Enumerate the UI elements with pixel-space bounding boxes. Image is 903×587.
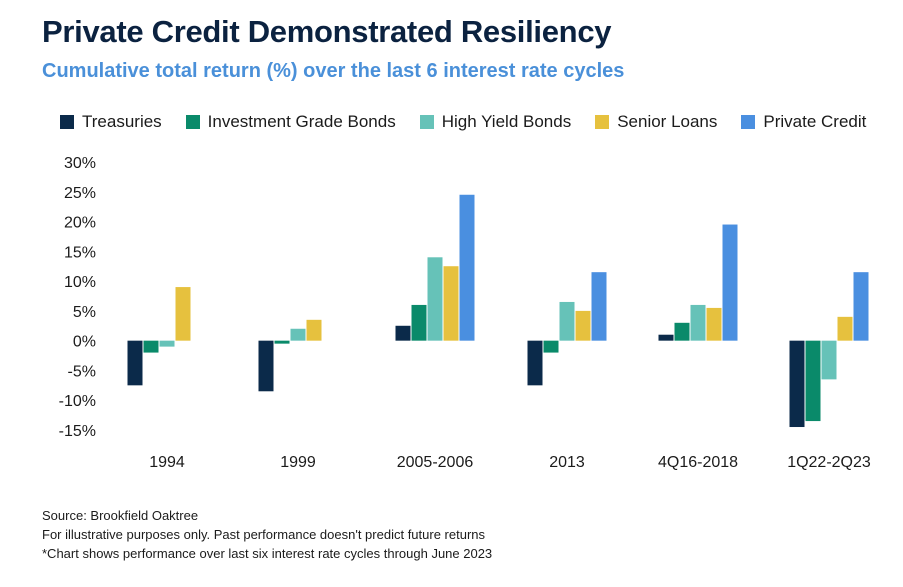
bar-high-yield-bonds-2005-2006	[427, 257, 443, 341]
x-tick-label: 1999	[280, 454, 316, 471]
bar-senior-loans-4q16-2018	[706, 307, 722, 341]
y-tick-label: 25%	[64, 185, 96, 202]
bar-senior-loans-1994	[175, 287, 191, 341]
disclaimer-note: For illustrative purposes only. Past per…	[42, 527, 486, 542]
legend-label-high-yield-bonds: High Yield Bonds	[441, 112, 572, 131]
bar-investment-grade-bonds-2005-2006	[411, 304, 427, 341]
bar-treasuries-1994	[127, 340, 143, 386]
bar-senior-loans-2005-2006	[443, 266, 459, 341]
chart-title: Private Credit Demonstrated Resiliency	[42, 14, 612, 49]
bar-investment-grade-bonds-1q22-2q23	[805, 340, 821, 422]
legend-item-private-credit: Private Credit	[741, 112, 866, 132]
bar-treasuries-2005-2006	[395, 325, 411, 341]
legend-item-investment-grade-bonds: Investment Grade Bonds	[185, 112, 396, 132]
bar-private-credit-2005-2006	[459, 194, 475, 341]
y-tick-label: 10%	[64, 274, 96, 291]
x-tick-label: 1994	[149, 454, 185, 471]
bar-chart: 30% 25% 20% 15% 10% 5% 0% -5% -10% -15% 1994 1999 20…	[59, 155, 871, 471]
bar-senior-loans-1999	[306, 319, 322, 341]
bar-treasuries-1q22-2q23	[789, 340, 805, 428]
x-tick-label: 4Q16-2018	[658, 454, 738, 471]
y-tick-label: -15%	[59, 423, 96, 440]
bar-high-yield-bonds-1994	[159, 340, 175, 347]
bar-treasuries-1999	[258, 340, 274, 392]
y-tick-label: 15%	[64, 244, 96, 261]
bar-high-yield-bonds-4q16-2018	[690, 304, 706, 341]
footnotes: Source: Brookfield Oaktree For illustrat…	[42, 506, 492, 563]
bar-private-credit-4q16-2018	[722, 224, 738, 341]
bar-senior-loans-2013	[575, 310, 591, 341]
y-tick-label: -10%	[59, 393, 96, 410]
bar-private-credit-1q22-2q23	[853, 272, 869, 341]
y-tick-label: -5%	[68, 363, 96, 380]
bar-treasuries-2013	[527, 340, 543, 386]
chart-note: *Chart shows performance over last six i…	[42, 546, 493, 561]
legend-item-high-yield-bonds: High Yield Bonds	[419, 112, 572, 132]
source-note: Source: Brookfield Oaktree	[42, 508, 199, 523]
y-tick-label: 0%	[73, 334, 96, 351]
y-tick-label: 20%	[64, 215, 96, 232]
bar-treasuries-4q16-2018	[658, 334, 674, 341]
bar-private-credit-2013	[591, 272, 607, 341]
legend-label-senior-loans: Senior Loans	[617, 112, 718, 131]
legend-swatch-high-yield-bonds	[419, 115, 434, 129]
bar-investment-grade-bonds-1999	[274, 340, 290, 344]
bar-high-yield-bonds-1999	[290, 328, 306, 341]
legend-label-investment-grade-bonds: Investment Grade Bonds	[207, 112, 396, 131]
y-tick-label: 5%	[73, 304, 96, 321]
chart-subtitle: Cumulative total return (%) over the las…	[42, 60, 625, 82]
y-tick-label: 30%	[64, 155, 96, 172]
bar-investment-grade-bonds-1994	[143, 340, 159, 353]
legend-label-treasuries: Treasuries	[82, 112, 162, 131]
legend-item-senior-loans: Senior Loans	[595, 112, 717, 132]
legend-swatch-private-credit	[741, 115, 756, 129]
bar-investment-grade-bonds-4q16-2018	[674, 322, 690, 341]
legend-swatch-investment-grade-bonds	[185, 115, 200, 129]
bar-high-yield-bonds-2013	[559, 301, 575, 341]
legend-swatch-treasuries	[60, 115, 74, 129]
legend-label-private-credit: Private Credit	[763, 112, 867, 131]
x-tick-label: 2013	[549, 454, 585, 471]
x-tick-label: 1Q22-2Q23	[787, 454, 871, 471]
legend-item-treasuries: Treasuries	[60, 112, 162, 132]
x-tick-label: 2005-2006	[397, 454, 474, 471]
legend: Treasuries Investment Grade Bonds High Y…	[60, 112, 866, 132]
bar-senior-loans-1q22-2q23	[837, 316, 853, 341]
bar-high-yield-bonds-1q22-2q23	[821, 340, 837, 380]
legend-swatch-senior-loans	[595, 115, 610, 129]
bar-investment-grade-bonds-2013	[543, 340, 559, 353]
